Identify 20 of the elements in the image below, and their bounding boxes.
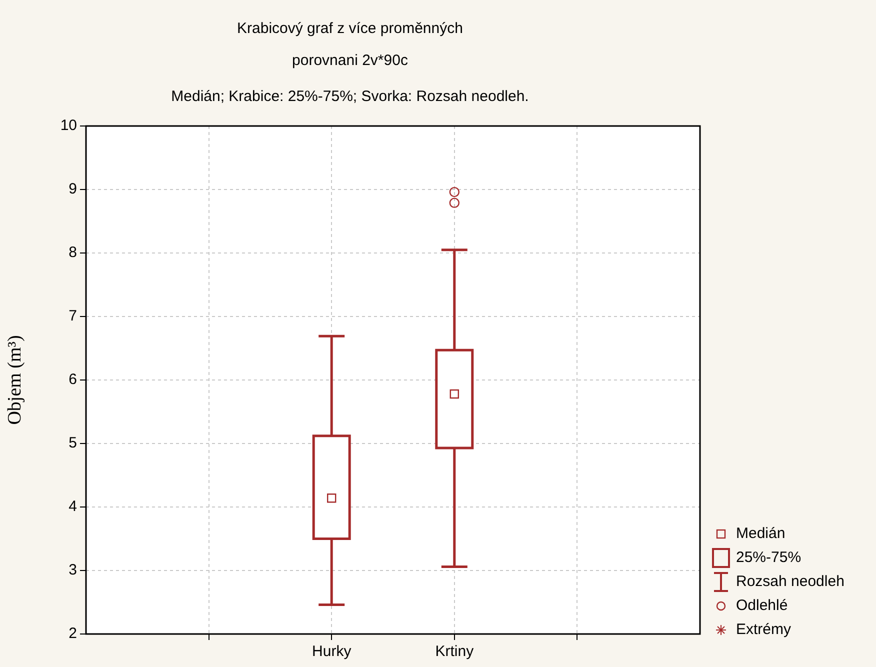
y-tick-label: 2 bbox=[68, 625, 77, 642]
text: Rozsah neodleh bbox=[736, 572, 844, 592]
text: Medián bbox=[736, 524, 786, 544]
text: Extrémy bbox=[736, 620, 792, 640]
y-tick-label: 6 bbox=[68, 371, 77, 388]
y-tick-label: 7 bbox=[68, 308, 77, 325]
x-tick-label: Krtiny bbox=[435, 643, 474, 660]
x-tick-label: Hurky bbox=[312, 643, 352, 660]
y-tick-label: 8 bbox=[68, 244, 77, 262]
text: Medián; Krabice: 25%-75%; Svorka: Rozsah neodleh. bbox=[170, 88, 530, 105]
y-tick-label: 4 bbox=[68, 498, 77, 516]
y-tick-label: 3 bbox=[68, 562, 77, 579]
chart-title: Krabicový graf z více proměnných bbox=[236, 20, 464, 37]
y-tick-label: 10 bbox=[60, 117, 77, 134]
y-tick-label: 5 bbox=[68, 434, 77, 452]
text: 25%-75% bbox=[736, 548, 802, 568]
chart-subtitle: porovnani 2v*90c bbox=[291, 52, 409, 69]
y-tick-label: 9 bbox=[68, 180, 77, 198]
text: Odlehlé bbox=[736, 596, 788, 616]
y-axis-title: Objem (m³) bbox=[4, 335, 26, 425]
